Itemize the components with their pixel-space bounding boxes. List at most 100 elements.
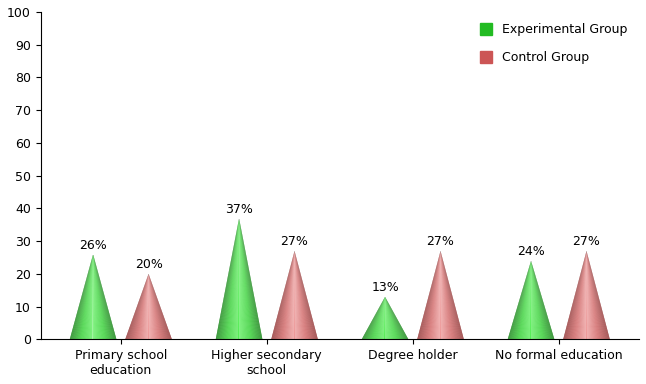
Polygon shape (581, 251, 587, 339)
Polygon shape (272, 251, 295, 339)
Polygon shape (295, 251, 303, 339)
Polygon shape (93, 254, 109, 339)
Polygon shape (567, 251, 587, 339)
Polygon shape (441, 251, 454, 339)
Polygon shape (295, 251, 304, 339)
Polygon shape (80, 254, 93, 339)
Polygon shape (75, 254, 93, 339)
Polygon shape (587, 251, 589, 339)
Polygon shape (587, 251, 603, 339)
Polygon shape (279, 251, 295, 339)
Polygon shape (149, 274, 169, 339)
Polygon shape (132, 274, 149, 339)
Polygon shape (93, 254, 107, 339)
Polygon shape (230, 218, 239, 339)
Polygon shape (239, 218, 258, 339)
Polygon shape (531, 261, 533, 339)
Polygon shape (441, 251, 448, 339)
Polygon shape (587, 251, 603, 339)
Polygon shape (587, 251, 600, 339)
Polygon shape (149, 274, 163, 339)
Polygon shape (149, 274, 162, 339)
Polygon shape (93, 254, 100, 339)
Polygon shape (572, 251, 587, 339)
Polygon shape (143, 274, 149, 339)
Polygon shape (418, 251, 441, 339)
Polygon shape (385, 297, 388, 339)
Polygon shape (441, 251, 443, 339)
Polygon shape (433, 251, 441, 339)
Polygon shape (441, 251, 445, 339)
Polygon shape (239, 218, 241, 339)
Polygon shape (216, 218, 239, 339)
Polygon shape (239, 218, 254, 339)
Polygon shape (273, 251, 295, 339)
Polygon shape (295, 251, 304, 339)
Polygon shape (239, 218, 257, 339)
Polygon shape (220, 218, 239, 339)
Polygon shape (564, 251, 587, 339)
Polygon shape (587, 251, 593, 339)
Polygon shape (93, 254, 116, 339)
Polygon shape (289, 251, 295, 339)
Polygon shape (93, 254, 111, 339)
Polygon shape (578, 251, 587, 339)
Polygon shape (89, 254, 93, 339)
Polygon shape (295, 251, 309, 339)
Polygon shape (526, 261, 531, 339)
Polygon shape (510, 261, 531, 339)
Polygon shape (292, 251, 295, 339)
Polygon shape (439, 251, 441, 339)
Polygon shape (293, 251, 295, 339)
Polygon shape (441, 251, 444, 339)
Polygon shape (441, 251, 459, 339)
Polygon shape (93, 254, 97, 339)
Polygon shape (441, 251, 447, 339)
Polygon shape (441, 251, 461, 339)
Polygon shape (587, 251, 601, 339)
Polygon shape (523, 261, 531, 339)
Polygon shape (379, 297, 385, 339)
Polygon shape (275, 251, 295, 339)
Polygon shape (441, 251, 456, 339)
Polygon shape (229, 218, 239, 339)
Polygon shape (385, 297, 398, 339)
Polygon shape (379, 297, 385, 339)
Polygon shape (363, 297, 385, 339)
Polygon shape (295, 251, 304, 339)
Polygon shape (385, 297, 408, 339)
Polygon shape (380, 297, 385, 339)
Polygon shape (127, 274, 149, 339)
Polygon shape (295, 251, 315, 339)
Polygon shape (531, 261, 540, 339)
Polygon shape (239, 218, 240, 339)
Polygon shape (568, 251, 587, 339)
Polygon shape (567, 251, 587, 339)
Polygon shape (93, 254, 110, 339)
Polygon shape (141, 274, 149, 339)
Polygon shape (531, 261, 546, 339)
Polygon shape (295, 251, 309, 339)
Polygon shape (587, 251, 605, 339)
Polygon shape (516, 261, 531, 339)
Polygon shape (145, 274, 149, 339)
Polygon shape (566, 251, 587, 339)
Polygon shape (580, 251, 587, 339)
Polygon shape (519, 261, 531, 339)
Polygon shape (149, 274, 171, 339)
Polygon shape (89, 254, 93, 339)
Polygon shape (149, 274, 159, 339)
Polygon shape (385, 297, 397, 339)
Polygon shape (385, 297, 402, 339)
Polygon shape (526, 261, 531, 339)
Polygon shape (385, 297, 404, 339)
Polygon shape (531, 261, 543, 339)
Polygon shape (437, 251, 441, 339)
Polygon shape (70, 254, 93, 339)
Polygon shape (377, 297, 385, 339)
Polygon shape (510, 261, 531, 339)
Polygon shape (426, 251, 441, 339)
Polygon shape (149, 274, 169, 339)
Polygon shape (385, 297, 389, 339)
Polygon shape (233, 218, 239, 339)
